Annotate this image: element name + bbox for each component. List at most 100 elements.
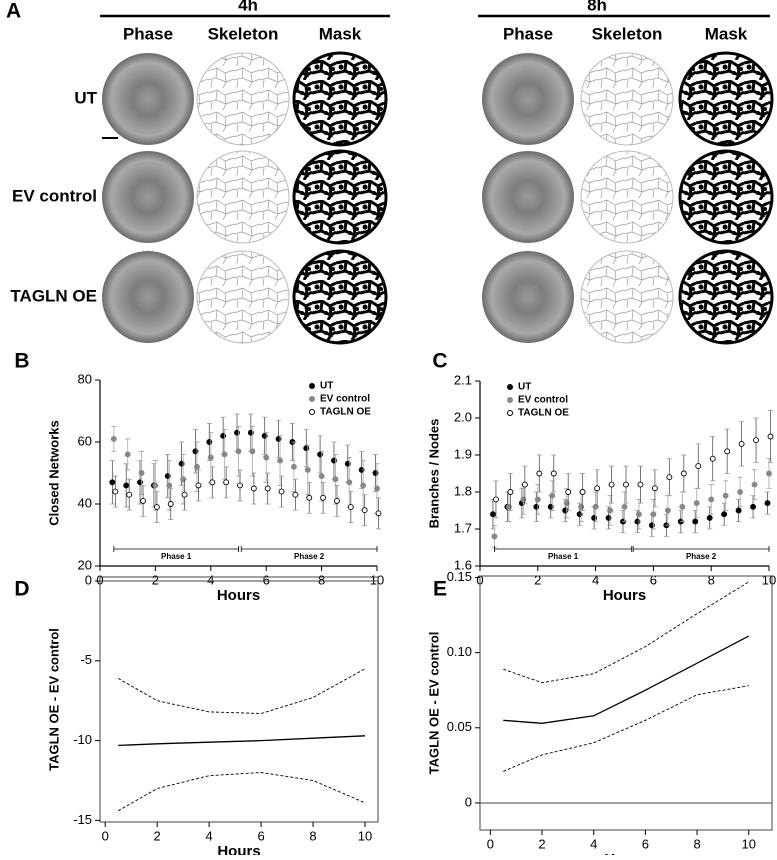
mask-image bbox=[678, 249, 774, 345]
data-point bbox=[193, 463, 200, 470]
legend-label: UT bbox=[518, 382, 531, 393]
data-point bbox=[360, 482, 367, 489]
data-point bbox=[264, 485, 271, 492]
phase-label: Phase 2 bbox=[294, 552, 325, 561]
x-tick-label: 4 bbox=[207, 572, 214, 587]
y-tick-label: -10 bbox=[73, 732, 92, 747]
skeleton-image bbox=[196, 52, 290, 146]
data-point bbox=[507, 489, 514, 495]
data-point bbox=[724, 448, 731, 455]
data-point bbox=[346, 479, 353, 486]
data-point bbox=[738, 440, 745, 447]
y-tick-label: -5 bbox=[80, 652, 92, 667]
x-tick-label: 6 bbox=[642, 836, 649, 851]
mask-image bbox=[678, 51, 774, 147]
y-tick-label: 80 bbox=[78, 371, 92, 386]
data-point bbox=[764, 500, 771, 507]
y-tick-label: 40 bbox=[78, 495, 92, 510]
phase-label: Phase 1 bbox=[548, 552, 579, 561]
y-tick-label: 60 bbox=[78, 433, 92, 448]
x-tick-label: 4 bbox=[206, 828, 213, 843]
panel-letter: B bbox=[14, 350, 29, 373]
legend-marker bbox=[309, 409, 315, 415]
data-point bbox=[766, 470, 772, 477]
phase-image bbox=[482, 53, 574, 145]
panel-letter: C bbox=[432, 350, 447, 373]
data-point bbox=[347, 504, 354, 511]
data-point bbox=[126, 491, 133, 498]
y-tick-label: 0.05 bbox=[447, 719, 472, 734]
y-tick-label: 0.10 bbox=[447, 644, 472, 659]
column-header: Mask bbox=[705, 24, 748, 43]
data-point bbox=[306, 494, 313, 501]
mask-image bbox=[292, 149, 388, 245]
data-point bbox=[237, 482, 243, 489]
data-point bbox=[536, 470, 543, 477]
data-point bbox=[235, 448, 242, 455]
data-point bbox=[709, 455, 716, 462]
data-point bbox=[374, 485, 380, 492]
data-point bbox=[692, 518, 699, 525]
column-header: Skeleton bbox=[208, 24, 279, 43]
data-point bbox=[750, 503, 756, 510]
data-point bbox=[534, 496, 541, 503]
x-tick-label: 2 bbox=[534, 572, 541, 587]
data-point bbox=[334, 497, 340, 504]
data-point bbox=[549, 492, 556, 499]
data-point bbox=[166, 482, 173, 489]
phase-image bbox=[482, 251, 574, 343]
plot-frame bbox=[99, 576, 379, 823]
data-point bbox=[181, 491, 188, 498]
data-point bbox=[521, 481, 528, 488]
phase-label: Phase 2 bbox=[686, 552, 717, 561]
data-point bbox=[249, 448, 256, 455]
legend-label: TAGLN OE bbox=[320, 407, 371, 418]
timepoint: 4h bbox=[238, 0, 258, 14]
data-point bbox=[138, 470, 145, 476]
data-point bbox=[278, 488, 285, 495]
panel-letter: D bbox=[14, 578, 29, 601]
skeleton-image bbox=[580, 150, 674, 244]
x-tick-label: 6 bbox=[257, 828, 264, 843]
x-axis-label: Hours bbox=[604, 851, 647, 855]
phase-image bbox=[102, 53, 194, 145]
legend-marker bbox=[309, 383, 315, 389]
column-header: Phase bbox=[503, 24, 553, 43]
data-point bbox=[361, 507, 368, 514]
data-point bbox=[221, 451, 228, 458]
data-point bbox=[491, 533, 498, 540]
data-point bbox=[623, 481, 629, 488]
x-tick-label: 2 bbox=[538, 836, 545, 851]
data-point bbox=[277, 457, 283, 464]
data-point bbox=[666, 474, 673, 481]
y-tick-label: 1.8 bbox=[454, 483, 472, 498]
y-tick-label: 1.7 bbox=[454, 520, 472, 535]
data-point bbox=[167, 501, 174, 507]
x-tick-label: 0 bbox=[487, 836, 494, 851]
skeleton-image bbox=[196, 150, 290, 244]
y-axis-label: TAGLN OE - EV control bbox=[46, 628, 61, 771]
data-point bbox=[664, 507, 671, 514]
legend-marker bbox=[507, 397, 513, 403]
x-tick-label: 8 bbox=[318, 572, 325, 587]
y-tick-label: 20 bbox=[78, 557, 92, 572]
skeleton-image bbox=[580, 52, 674, 146]
data-point bbox=[110, 435, 117, 442]
phase-label: Phase 1 bbox=[161, 552, 192, 561]
data-point bbox=[579, 489, 586, 495]
data-point bbox=[320, 494, 327, 501]
data-point bbox=[124, 451, 131, 458]
skeleton-image bbox=[196, 250, 290, 344]
x-tick-label: 2 bbox=[154, 828, 161, 843]
data-point bbox=[594, 485, 601, 492]
phase-image bbox=[102, 251, 194, 343]
row-label: TAGLN OE bbox=[10, 286, 97, 305]
x-tick-label: 8 bbox=[309, 828, 316, 843]
data-point bbox=[706, 514, 713, 521]
data-point bbox=[550, 470, 557, 477]
timepoint: 8h bbox=[587, 0, 607, 14]
data-point bbox=[152, 482, 159, 489]
data-point bbox=[263, 454, 270, 461]
legend-label: TAGLN OE bbox=[518, 408, 569, 419]
